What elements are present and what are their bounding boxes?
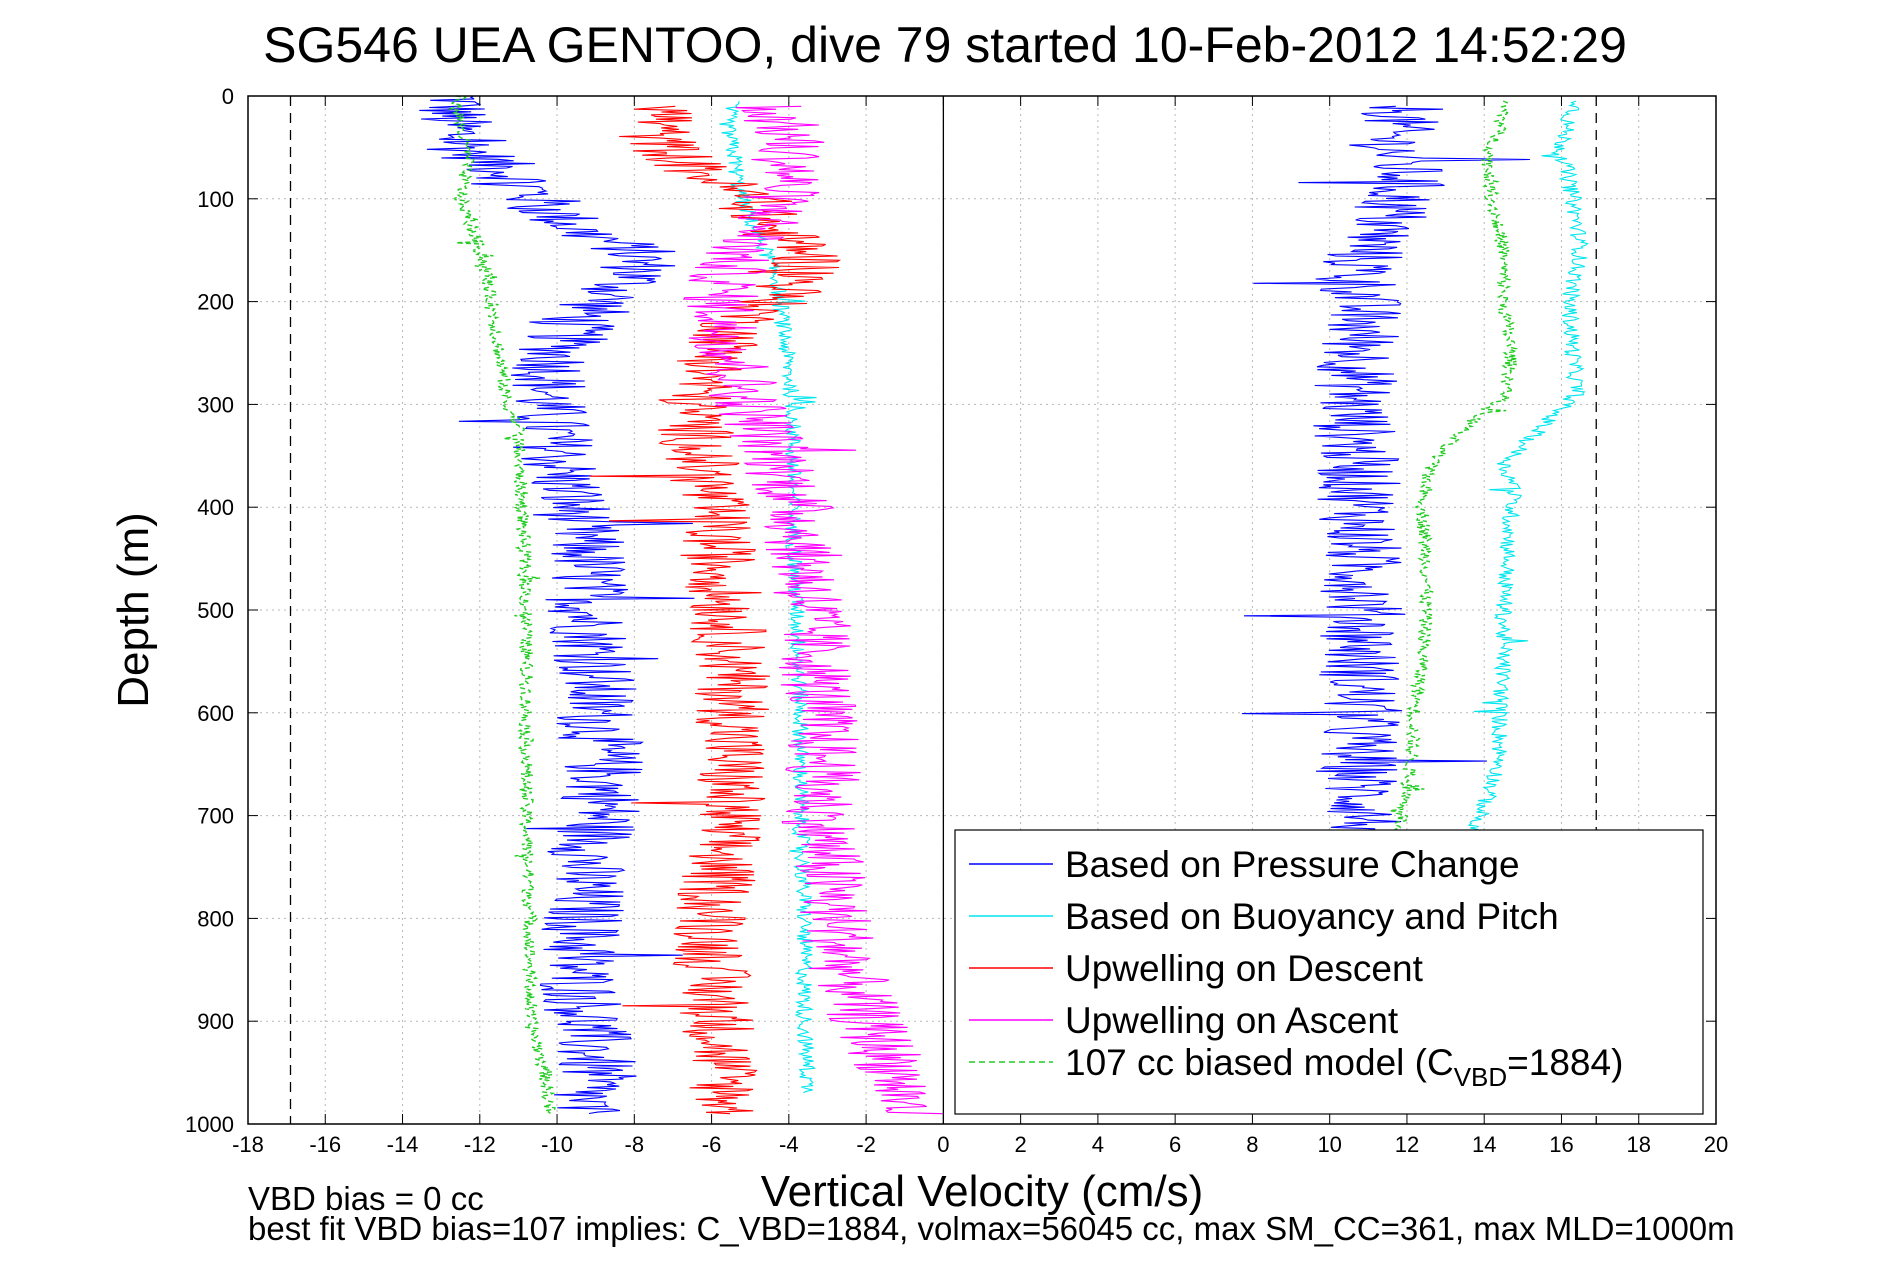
legend-label: Based on Pressure Change [1065, 844, 1520, 885]
y-tick-label: 500 [197, 598, 234, 623]
x-tick-label: 2 [1015, 1132, 1027, 1157]
x-tick-label: -14 [387, 1132, 419, 1157]
x-tick-label: -6 [702, 1132, 722, 1157]
series-line-4-0 [447, 95, 556, 1114]
x-tick-label: 10 [1317, 1132, 1341, 1157]
legend-label: Upwelling on Descent [1065, 948, 1424, 989]
legend: Based on Pressure Change Based on Buoyanc… [954, 829, 1704, 1115]
x-tick-label: -12 [464, 1132, 496, 1157]
x-tick-label: 8 [1246, 1132, 1258, 1157]
x-tick-label: -18 [232, 1132, 264, 1157]
y-tick-label: 900 [197, 1009, 234, 1034]
x-tick-label: 14 [1472, 1132, 1496, 1157]
y-tick-label: 0 [222, 84, 234, 109]
series-line-0-0 [419, 95, 695, 1115]
x-tick-label: 12 [1395, 1132, 1419, 1157]
series-line-2-0 [589, 105, 842, 1115]
x-tick-label: 18 [1626, 1132, 1650, 1157]
y-tick-label: 800 [197, 906, 234, 931]
y-tick-label: 1000 [185, 1112, 234, 1137]
x-tick-label: -4 [779, 1132, 799, 1157]
series-line-4-1 [1389, 100, 1519, 832]
series-line-0-1 [1241, 105, 1530, 831]
footnote-best-fit: best fit VBD bias=107 implies: C_VBD=188… [248, 1210, 1735, 1247]
y-tick-label: 400 [197, 495, 234, 520]
series-lines [419, 95, 1589, 1115]
y-tick-label: 300 [197, 392, 234, 417]
y-tick-label: 700 [197, 804, 234, 829]
axis-ticks: -18 -16 -14 -12 -10 -8 -6 -4 -2 0 2 4 6 8 10 12 14 16 18 20… [185, 84, 1728, 1157]
chart-title: SG546 UEA GENTOO, dive 79 started 10-Feb… [263, 17, 1627, 73]
x-tick-label: 20 [1704, 1132, 1728, 1157]
legend-label: 107 cc biased model (CVBD=1884) [1065, 1042, 1623, 1092]
y-tick-label: 600 [197, 701, 234, 726]
x-tick-label: 4 [1092, 1132, 1104, 1157]
x-tick-label: -2 [856, 1132, 876, 1157]
x-tick-label: 0 [937, 1132, 949, 1157]
x-tick-label: 6 [1169, 1132, 1181, 1157]
x-tick-label: -16 [309, 1132, 341, 1157]
x-tick-label: -10 [541, 1132, 573, 1157]
series-line-3-0 [682, 105, 943, 1115]
x-axis-label: Vertical Velocity (cm/s) [761, 1167, 1204, 1216]
series-line-1-1 [1467, 100, 1589, 832]
footnote-vbd-bias: VBD bias = 0 cc [248, 1180, 484, 1217]
legend-label: Based on Buoyancy and Pitch [1065, 896, 1559, 937]
y-tick-label: 100 [197, 187, 234, 212]
legend-label: Upwelling on Ascent [1065, 1000, 1399, 1041]
x-tick-label: 16 [1549, 1132, 1573, 1157]
y-tick-label: 200 [197, 290, 234, 315]
legend-box [954, 829, 1704, 1115]
x-tick-label: -8 [625, 1132, 645, 1157]
y-axis-label: Depth (m) [109, 512, 158, 708]
